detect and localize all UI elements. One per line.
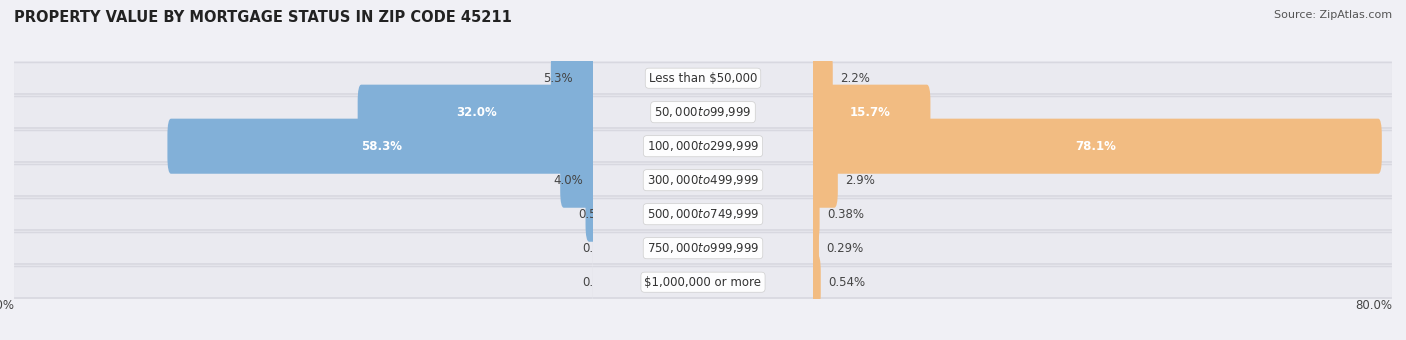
FancyBboxPatch shape bbox=[813, 233, 1392, 263]
FancyBboxPatch shape bbox=[593, 266, 813, 299]
Text: PROPERTY VALUE BY MORTGAGE STATUS IN ZIP CODE 45211: PROPERTY VALUE BY MORTGAGE STATUS IN ZIP… bbox=[14, 10, 512, 25]
FancyBboxPatch shape bbox=[14, 165, 593, 195]
FancyBboxPatch shape bbox=[813, 266, 1392, 299]
FancyBboxPatch shape bbox=[14, 130, 593, 163]
FancyBboxPatch shape bbox=[167, 119, 596, 174]
Text: 2.2%: 2.2% bbox=[839, 72, 870, 85]
FancyBboxPatch shape bbox=[14, 266, 593, 299]
Text: Less than $50,000: Less than $50,000 bbox=[648, 72, 758, 85]
FancyBboxPatch shape bbox=[14, 164, 593, 197]
FancyBboxPatch shape bbox=[593, 96, 813, 129]
FancyBboxPatch shape bbox=[813, 198, 1392, 231]
FancyBboxPatch shape bbox=[14, 96, 593, 129]
FancyBboxPatch shape bbox=[813, 96, 1392, 129]
FancyBboxPatch shape bbox=[813, 130, 1392, 163]
FancyBboxPatch shape bbox=[593, 62, 813, 95]
FancyBboxPatch shape bbox=[560, 153, 596, 208]
Text: 4.0%: 4.0% bbox=[553, 174, 582, 187]
FancyBboxPatch shape bbox=[551, 51, 596, 106]
FancyBboxPatch shape bbox=[593, 130, 813, 163]
FancyBboxPatch shape bbox=[593, 267, 813, 297]
FancyBboxPatch shape bbox=[593, 233, 813, 263]
FancyBboxPatch shape bbox=[813, 131, 1392, 161]
FancyBboxPatch shape bbox=[14, 62, 593, 95]
FancyBboxPatch shape bbox=[810, 51, 832, 106]
Text: 80.0%: 80.0% bbox=[0, 299, 14, 312]
Text: $50,000 to $99,999: $50,000 to $99,999 bbox=[654, 105, 752, 119]
FancyBboxPatch shape bbox=[14, 97, 593, 127]
Text: 58.3%: 58.3% bbox=[361, 140, 402, 153]
FancyBboxPatch shape bbox=[813, 267, 1392, 297]
FancyBboxPatch shape bbox=[593, 164, 813, 197]
FancyBboxPatch shape bbox=[813, 199, 1392, 229]
FancyBboxPatch shape bbox=[810, 187, 820, 242]
FancyBboxPatch shape bbox=[813, 62, 1392, 95]
FancyBboxPatch shape bbox=[14, 267, 593, 297]
FancyBboxPatch shape bbox=[593, 199, 813, 229]
FancyBboxPatch shape bbox=[14, 199, 593, 229]
FancyBboxPatch shape bbox=[810, 153, 838, 208]
Text: $500,000 to $749,999: $500,000 to $749,999 bbox=[647, 207, 759, 221]
Text: 0.0%: 0.0% bbox=[582, 276, 612, 289]
Text: $1,000,000 or more: $1,000,000 or more bbox=[644, 276, 762, 289]
FancyBboxPatch shape bbox=[813, 63, 1392, 93]
FancyBboxPatch shape bbox=[813, 165, 1392, 195]
Text: $300,000 to $499,999: $300,000 to $499,999 bbox=[647, 173, 759, 187]
FancyBboxPatch shape bbox=[810, 119, 1382, 174]
Text: 80.0%: 80.0% bbox=[1355, 299, 1392, 312]
Text: 0.38%: 0.38% bbox=[827, 208, 863, 221]
FancyBboxPatch shape bbox=[813, 97, 1392, 127]
FancyBboxPatch shape bbox=[14, 198, 593, 231]
FancyBboxPatch shape bbox=[810, 255, 821, 310]
Text: 32.0%: 32.0% bbox=[457, 106, 498, 119]
Text: 0.54%: 0.54% bbox=[828, 276, 865, 289]
Text: $750,000 to $999,999: $750,000 to $999,999 bbox=[647, 241, 759, 255]
FancyBboxPatch shape bbox=[593, 165, 813, 195]
Text: 15.7%: 15.7% bbox=[849, 106, 890, 119]
FancyBboxPatch shape bbox=[14, 63, 593, 93]
FancyBboxPatch shape bbox=[14, 232, 593, 265]
FancyBboxPatch shape bbox=[593, 131, 813, 161]
FancyBboxPatch shape bbox=[593, 232, 813, 265]
Text: 0.0%: 0.0% bbox=[582, 242, 612, 255]
Text: 0.5%: 0.5% bbox=[578, 208, 607, 221]
FancyBboxPatch shape bbox=[593, 198, 813, 231]
Text: 5.3%: 5.3% bbox=[544, 72, 574, 85]
FancyBboxPatch shape bbox=[813, 232, 1392, 265]
Text: Source: ZipAtlas.com: Source: ZipAtlas.com bbox=[1274, 10, 1392, 20]
FancyBboxPatch shape bbox=[357, 85, 596, 140]
Text: 2.9%: 2.9% bbox=[845, 174, 875, 187]
FancyBboxPatch shape bbox=[810, 85, 931, 140]
FancyBboxPatch shape bbox=[810, 221, 818, 276]
FancyBboxPatch shape bbox=[14, 233, 593, 263]
FancyBboxPatch shape bbox=[593, 97, 813, 127]
FancyBboxPatch shape bbox=[813, 164, 1392, 197]
Text: $100,000 to $299,999: $100,000 to $299,999 bbox=[647, 139, 759, 153]
FancyBboxPatch shape bbox=[585, 187, 596, 242]
Text: 0.29%: 0.29% bbox=[827, 242, 863, 255]
FancyBboxPatch shape bbox=[593, 63, 813, 93]
FancyBboxPatch shape bbox=[14, 131, 593, 161]
Text: 78.1%: 78.1% bbox=[1076, 140, 1116, 153]
